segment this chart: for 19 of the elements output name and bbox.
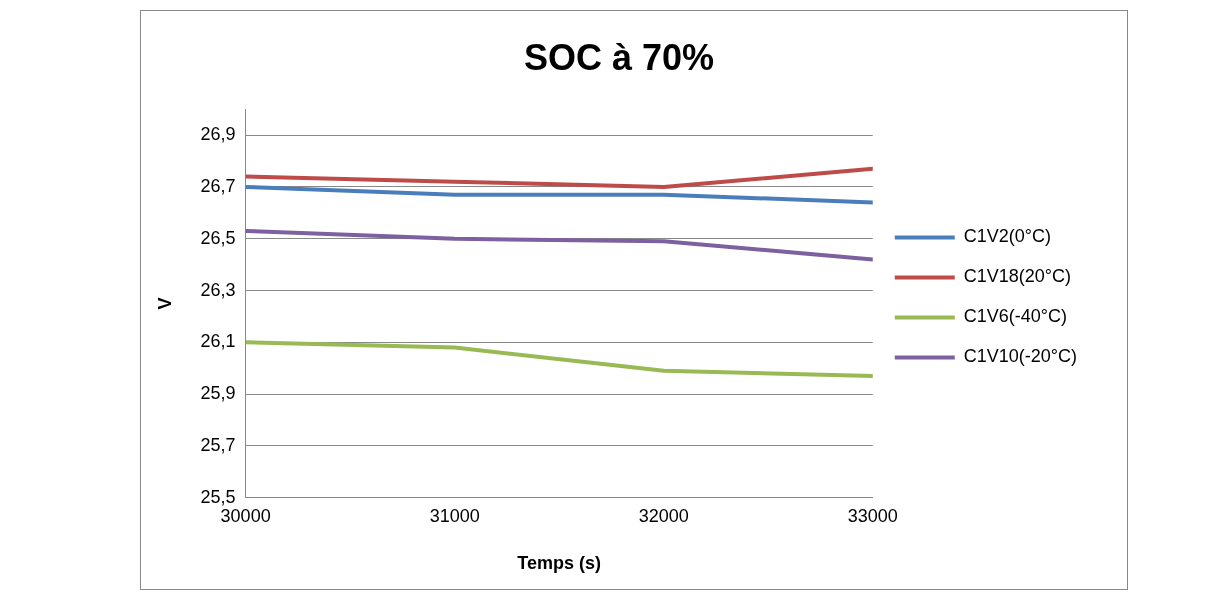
y-tick-label: 26,3 — [200, 279, 236, 300]
legend-label: C1V10(-20°C) — [963, 346, 1078, 367]
y-tick-label: 26,7 — [200, 175, 236, 196]
y-tick-label: 25,9 — [200, 383, 236, 404]
legend-label: C1V2(0°C) — [963, 226, 1051, 247]
chart-title: SOC à 70% — [523, 36, 715, 78]
y-tick-label: 25,5 — [200, 486, 236, 507]
legend-label: C1V18(20°C) — [963, 266, 1072, 287]
x-tick-label: 30000 — [220, 505, 271, 526]
x-tick-label: 31000 — [429, 505, 480, 526]
y-tick-label: 26,1 — [200, 331, 236, 352]
y-tick-label: 25,7 — [200, 434, 236, 455]
x-tick-label: 32000 — [638, 505, 689, 526]
x-tick-label: 33000 — [847, 505, 898, 526]
x-axis-title: Temps (s) — [517, 553, 602, 574]
y-axis-title: V — [154, 297, 175, 310]
y-tick-label: 26,9 — [200, 124, 236, 145]
y-tick-label: 26,5 — [200, 227, 236, 248]
legend-label: C1V6(-40°C) — [963, 306, 1067, 327]
